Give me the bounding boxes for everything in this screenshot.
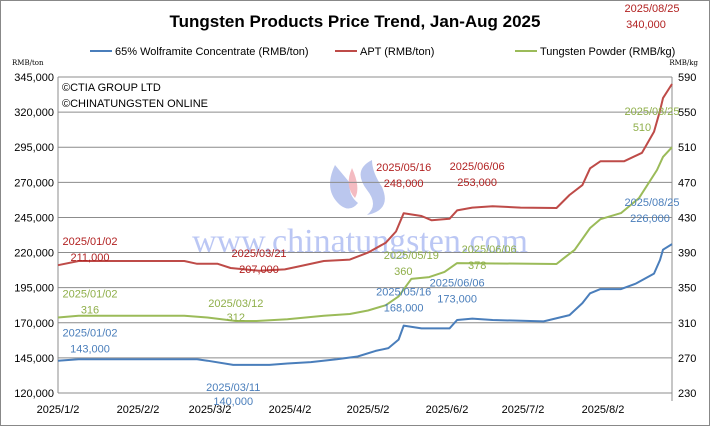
annotation-value: 168,000 — [384, 303, 424, 315]
annotation-date: 2025/01/02 — [62, 328, 117, 340]
right-axis-unit: RMB/kg — [669, 59, 698, 67]
right-axis-tick-label: 390 — [678, 248, 696, 260]
x-axis-tick-label: 2025/7/2 — [502, 404, 545, 416]
watermark-text: www.chinatungsten.com — [192, 223, 528, 260]
x-axis-tick-label: 2025/4/2 — [269, 404, 312, 416]
annotation-date: 2025/03/11 — [206, 382, 260, 394]
gridlines — [58, 76, 672, 394]
series-line — [57, 83, 673, 272]
x-axis-tick-label: 2025/6/2 — [426, 404, 469, 416]
annotation-value: 248,000 — [384, 178, 424, 190]
annotation-date: 2025/06/06 — [430, 278, 485, 290]
right-axis-tick-label: 270 — [678, 353, 696, 365]
x-axis-tick-label: 2025/1/2 — [37, 404, 80, 416]
annotation-date: 2025/05/16 — [376, 287, 431, 299]
annotation-date: 2025/08/25 — [624, 197, 679, 209]
annotation-value: 140,000 — [213, 396, 253, 408]
x-axis-tick-label: 2025/8/2 — [582, 404, 625, 416]
annotation-date: 2025/08/25 — [624, 106, 679, 118]
left-axis-tick-label: 195,000 — [14, 283, 54, 295]
copyright-line-2: ©CHINATUNGSTEN ONLINE — [62, 98, 208, 110]
annotation-value: 253,000 — [457, 177, 497, 189]
left-axis-tick-label: 220,000 — [14, 248, 54, 260]
left-axis-tick-label: 170,000 — [14, 318, 54, 330]
right-axis-tick-label: 230 — [678, 388, 696, 400]
annotation-date: 2025/03/12 — [208, 298, 263, 310]
legend-entry: APT (RMB/ton) — [360, 46, 434, 58]
right-axis-tick-label: 510 — [678, 142, 696, 154]
x-axis-tick-label: 2025/2/2 — [117, 404, 160, 416]
series-line — [57, 146, 673, 322]
annotation-value: 143,000 — [70, 344, 110, 356]
annotation-date: 2025/05/19 — [384, 250, 439, 262]
annotation-value: 510 — [633, 122, 651, 134]
right-axis-tick-label: 590 — [678, 72, 696, 84]
x-axis-tick-label: 2025/5/2 — [347, 404, 390, 416]
watermark: www.chinatungsten.com — [192, 160, 528, 260]
annotation-date: 2025/08/25 — [624, 3, 679, 15]
annotation-date: 2025/03/21 — [232, 248, 287, 260]
annotation-date: 2025/06/06 — [450, 161, 505, 173]
left-axis-tick-label: 270,000 — [14, 177, 54, 189]
axes: 120,000 145,000 170,000 195,000 220,000 245,0… — [14, 72, 696, 416]
watermark-logo-flame — [348, 168, 358, 198]
left-axis-tick-label: 145,000 — [14, 353, 54, 365]
annotation-value: 312 — [227, 312, 245, 324]
annotation-value: 173,000 — [437, 294, 477, 306]
right-axis-tick-label: 550 — [678, 107, 696, 119]
annotation-date: 2025/01/02 — [62, 236, 117, 248]
legend-entry: Tungsten Powder (RMB/kg) — [540, 46, 675, 58]
right-axis-tick-label: 310 — [678, 318, 696, 330]
annotation-date: 2025/05/16 — [376, 162, 431, 174]
annotation-value: 211,000 — [71, 252, 110, 264]
left-axis-tick-label: 295,000 — [14, 142, 54, 154]
series-lines — [57, 83, 673, 366]
copyright-line-1: ©CTIA GROUP LTD — [62, 82, 161, 94]
right-axis-tick-label: 470 — [678, 177, 696, 189]
watermark-logo-swirl — [360, 160, 385, 215]
left-axis-tick-label: 345,000 — [14, 72, 54, 84]
annotation-value: 360 — [394, 266, 412, 278]
annotation-value: 207,000 — [239, 264, 279, 276]
annotation-date: 2025/01/02 — [62, 289, 117, 301]
annotation-value: 226,000 — [630, 213, 670, 225]
series-line — [57, 243, 673, 366]
watermark-logo-icon — [330, 165, 358, 209]
left-axis-tick-label: 320,000 — [14, 107, 54, 119]
left-axis-tick-label: 245,000 — [14, 212, 54, 224]
right-axis-tick-label: 350 — [678, 283, 696, 295]
legend-entry: 65% Wolframite Concentrate (RMB/ton) — [115, 46, 309, 58]
left-axis-tick-label: 120,000 — [14, 388, 54, 400]
annotation-value: 378 — [468, 260, 486, 272]
annotations: 2025/01/02 143,000 2025/03/11 140,000 2025/0… — [62, 3, 679, 408]
right-axis-tick-label: 430 — [678, 212, 696, 224]
annotation-value: 316 — [81, 305, 99, 317]
left-axis-unit: RMB/ton — [12, 59, 44, 67]
chart-title: Tungsten Products Price Trend, Jan-Aug 2… — [170, 12, 541, 31]
annotation-date: 2025/06/06 — [462, 244, 517, 256]
annotation-value: 340,000 — [626, 19, 666, 31]
legend: 65% Wolframite Concentrate (RMB/ton) APT … — [90, 46, 675, 58]
x-axis-tick-label: 2025/3/2 — [189, 404, 232, 416]
